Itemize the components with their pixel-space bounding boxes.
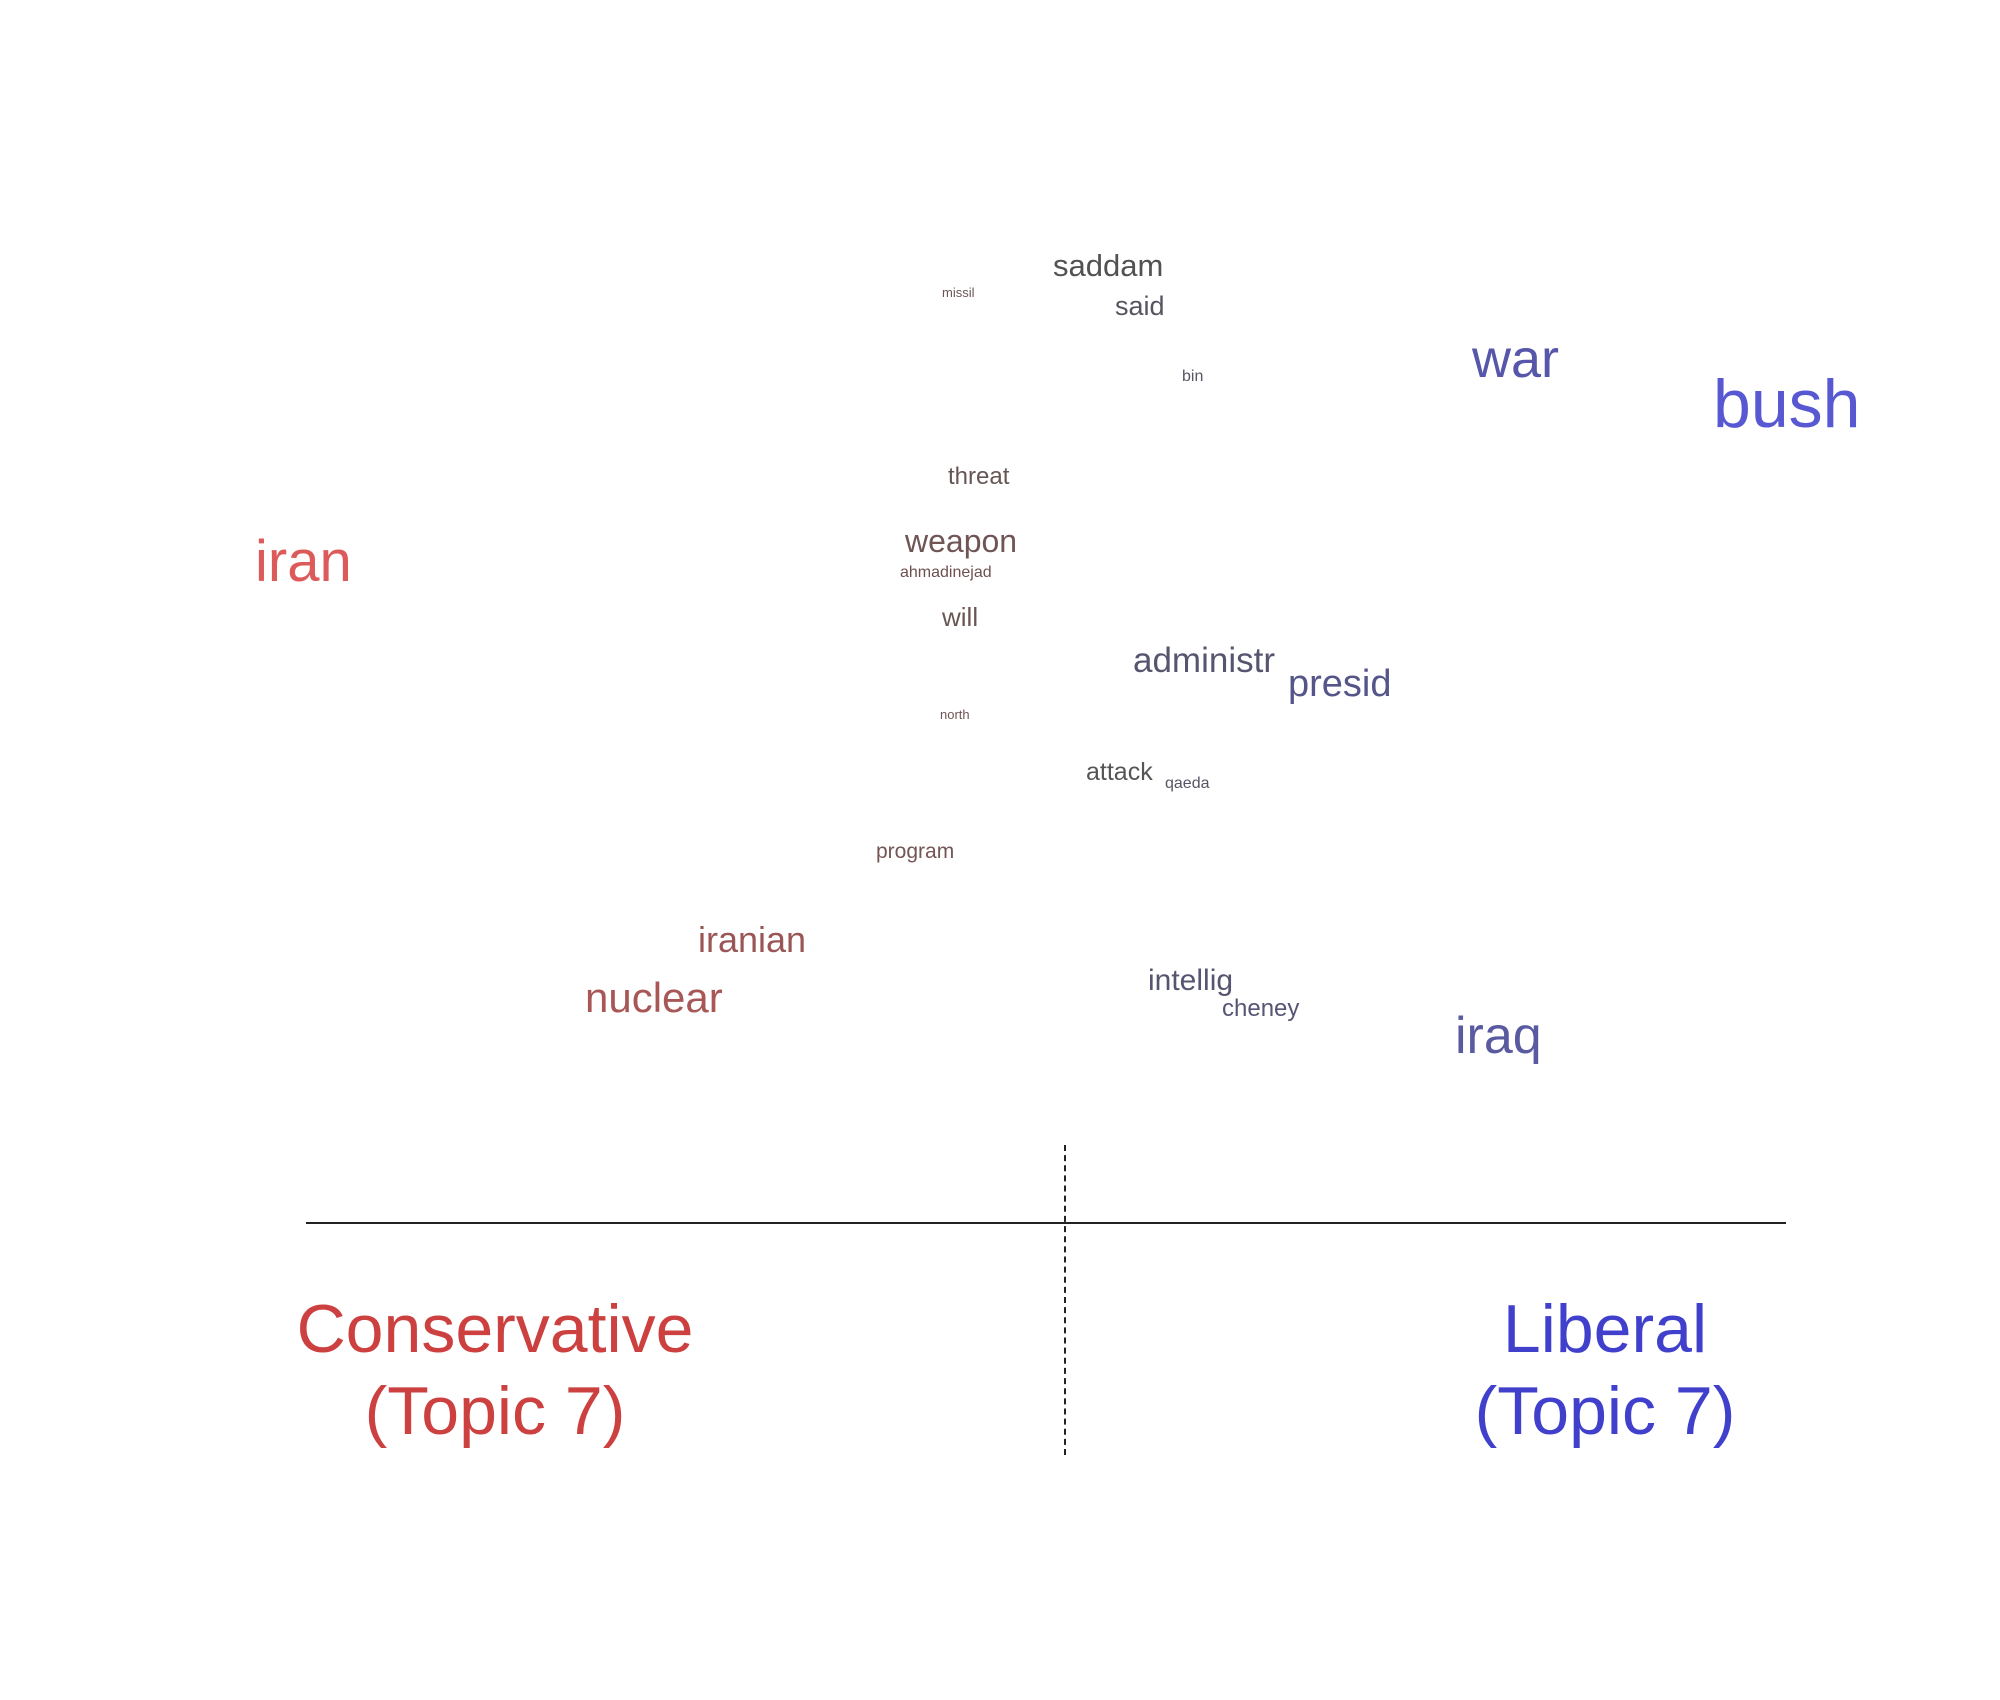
horizontal-axis-line <box>306 1222 1786 1224</box>
word-war: war <box>1472 329 1560 389</box>
word-saddam: saddam <box>1053 248 1164 283</box>
word-administr: administr <box>1133 641 1275 680</box>
word-threat: threat <box>948 463 1010 490</box>
word-iran: iran <box>255 529 352 594</box>
word-cheney: cheney <box>1222 995 1300 1022</box>
word-iranian: iranian <box>698 919 807 960</box>
liberal-label-line1: Liberal <box>1502 1291 1708 1367</box>
word-ahmadinejad: ahmadinejad <box>900 564 992 581</box>
word-presid: presid <box>1288 663 1392 705</box>
conservative-label-line2: (Topic 7) <box>364 1373 626 1449</box>
word-program: program <box>876 840 955 863</box>
word-iraq: iraq <box>1455 1007 1542 1065</box>
word-nuclear: nuclear <box>585 974 723 1021</box>
liberal-label-line2: (Topic 7) <box>1474 1373 1736 1449</box>
liberal-label: Liberal (Topic 7) <box>1355 1288 1855 1452</box>
word-bush: bush <box>1713 366 1861 442</box>
word-intellig: intellig <box>1148 964 1234 997</box>
word-weapon: weapon <box>905 523 1018 559</box>
conservative-label: Conservative (Topic 7) <box>245 1288 745 1452</box>
word-will: will <box>942 602 979 632</box>
conservative-label-line1: Conservative <box>296 1291 694 1367</box>
word-north: north <box>940 707 970 722</box>
word-bin: bin <box>1182 368 1204 385</box>
center-dashed-divider <box>1064 1145 1066 1455</box>
word-said: said <box>1115 291 1165 321</box>
word-missil: missil <box>942 285 975 300</box>
word-qaeda: qaeda <box>1165 775 1210 792</box>
word-attack: attack <box>1086 758 1153 786</box>
